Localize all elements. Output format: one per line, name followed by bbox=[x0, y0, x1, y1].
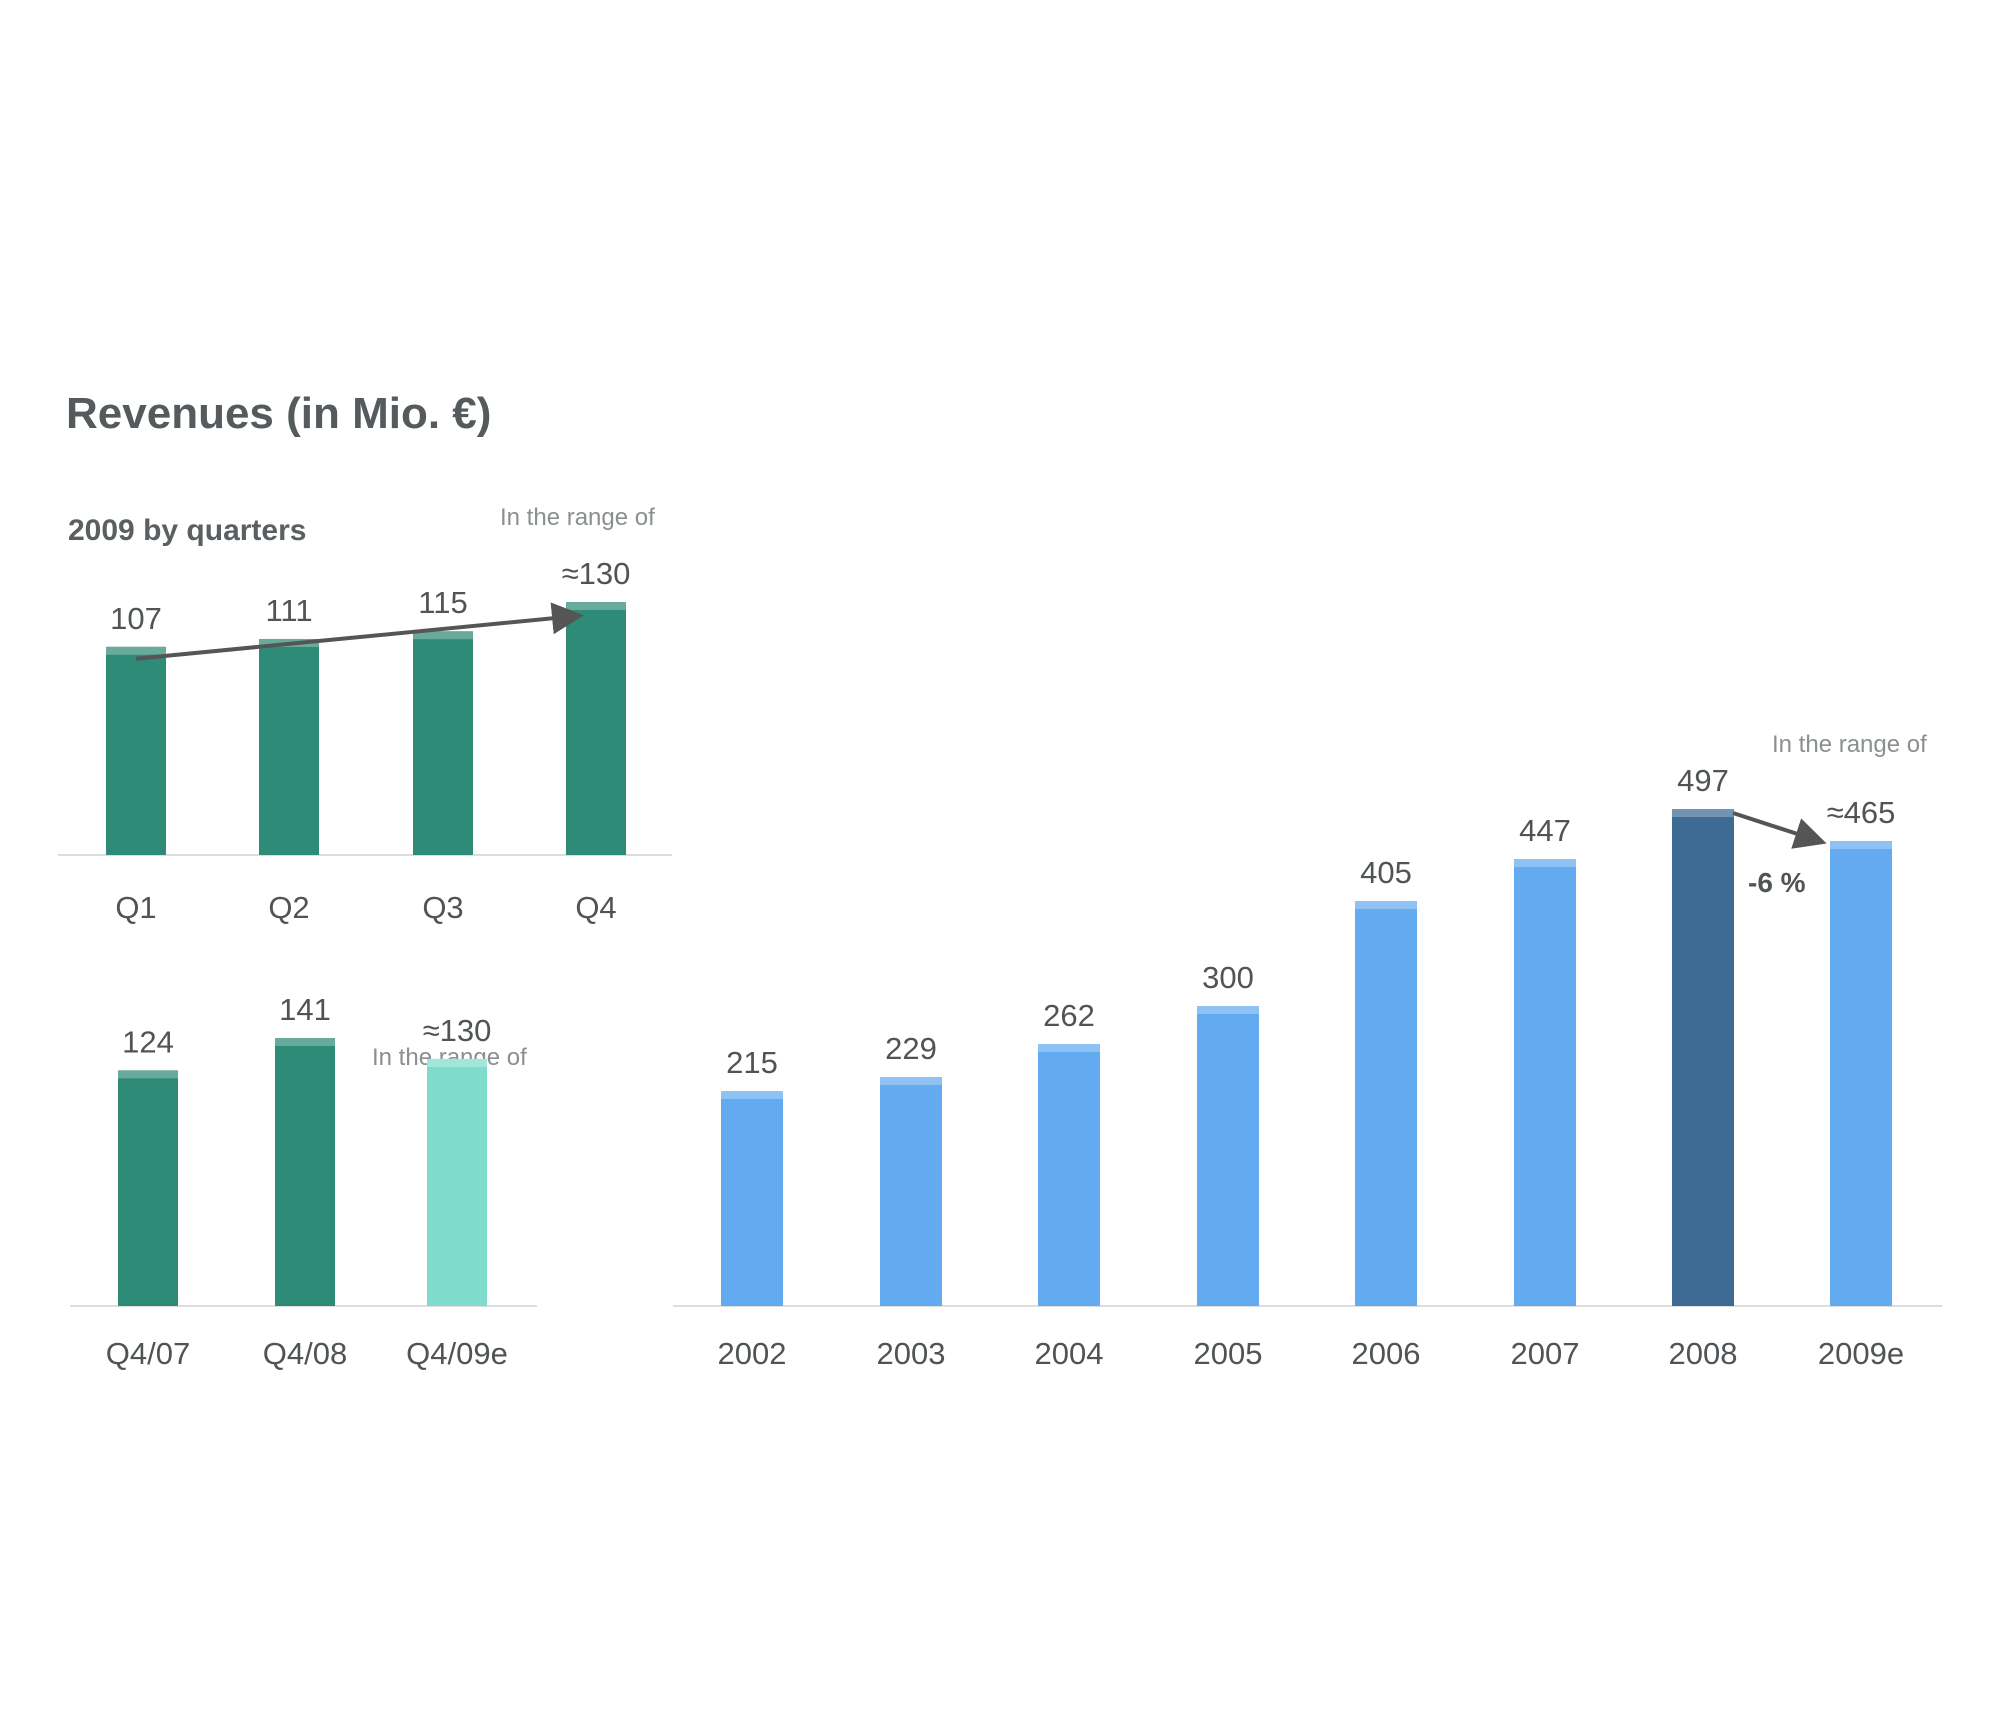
bar-q4-07 bbox=[118, 1070, 178, 1306]
bar-q2 bbox=[259, 638, 319, 855]
value-label-q4-08: 141 bbox=[279, 992, 331, 1027]
tick-label-q4-09e: Q4/09e bbox=[406, 1336, 508, 1371]
bar-cap-2008 bbox=[1672, 809, 1734, 817]
value-label-2002: 215 bbox=[726, 1045, 778, 1080]
quarterly-subtitle: 2009 by quarters bbox=[68, 514, 306, 547]
value-label-2009e: ≈465 bbox=[1827, 795, 1896, 830]
annual-annotation: In the range of bbox=[1772, 731, 1927, 758]
tick-label-q4-07: Q4/07 bbox=[106, 1336, 190, 1371]
bar-cap-2005 bbox=[1197, 1006, 1259, 1014]
tick-label-2006: 2006 bbox=[1352, 1336, 1421, 1371]
tick-label-2002: 2002 bbox=[718, 1336, 787, 1371]
bar-q4-09e bbox=[427, 1058, 487, 1306]
bar-cap-q4 bbox=[566, 602, 626, 610]
bar-cap-2002 bbox=[721, 1091, 783, 1099]
tick-label-2004: 2004 bbox=[1035, 1336, 1104, 1371]
bar-cap-2007 bbox=[1514, 859, 1576, 867]
bar-cap-2006 bbox=[1355, 901, 1417, 909]
value-label-q4-09e: ≈130 bbox=[423, 1013, 492, 1048]
bar-2008 bbox=[1672, 809, 1734, 1306]
value-label-q1: 107 bbox=[110, 601, 162, 636]
plot-layer: 107 Q1 111 Q2 115 Q3 ≈130 Q4 124 Q4/07 141 Q4/08 ≈13… bbox=[58, 556, 1942, 1371]
bar-cap-q3 bbox=[413, 631, 473, 640]
value-label-q4: ≈130 bbox=[562, 556, 631, 591]
tick-label-q2: Q2 bbox=[268, 890, 309, 925]
value-label-2004: 262 bbox=[1043, 998, 1095, 1033]
bar-q4 bbox=[566, 602, 626, 855]
bar-cap-q1 bbox=[106, 646, 166, 655]
bar-cap-2003 bbox=[880, 1077, 942, 1085]
bar-q1 bbox=[106, 646, 166, 855]
bar-cap-2009e bbox=[1830, 841, 1892, 849]
value-label-2006: 405 bbox=[1360, 855, 1412, 890]
bar-cap-q4-08 bbox=[275, 1038, 335, 1046]
bar-cap-q4-09e bbox=[427, 1058, 487, 1067]
annual-trend-arrow bbox=[1732, 811, 1827, 849]
tick-label-q4-08: Q4/08 bbox=[263, 1336, 347, 1371]
bar-2009e bbox=[1830, 841, 1892, 1306]
bar-2003 bbox=[880, 1077, 942, 1306]
tick-label-q3: Q3 bbox=[422, 890, 463, 925]
value-label-2008: 497 bbox=[1677, 763, 1729, 798]
bar-q4-08 bbox=[275, 1038, 335, 1306]
tick-label-2009e: 2009e bbox=[1818, 1336, 1904, 1371]
tick-label-2003: 2003 bbox=[877, 1336, 946, 1371]
chart-title: Revenues (in Mio. €) bbox=[66, 389, 491, 438]
tick-label-q4: Q4 bbox=[575, 890, 616, 925]
bar-2002 bbox=[721, 1091, 783, 1306]
value-label-q3: 115 bbox=[418, 585, 467, 620]
quarterly-trend-arrow bbox=[135, 602, 584, 661]
bar-cap-q4-07 bbox=[118, 1070, 178, 1079]
bar-cap-2004 bbox=[1038, 1044, 1100, 1052]
value-label-2003: 229 bbox=[885, 1031, 937, 1066]
value-label-2007: 447 bbox=[1519, 813, 1571, 848]
bar-2005 bbox=[1197, 1006, 1259, 1306]
value-label-q4-07: 124 bbox=[122, 1024, 174, 1059]
tick-label-2005: 2005 bbox=[1194, 1336, 1263, 1371]
value-label-q2: 111 bbox=[265, 593, 312, 628]
bar-2006 bbox=[1355, 901, 1417, 1306]
value-label-2005: 300 bbox=[1202, 960, 1254, 995]
tick-label-q1: Q1 bbox=[115, 890, 156, 925]
bar-2007 bbox=[1514, 859, 1576, 1306]
tick-label-2008: 2008 bbox=[1669, 1336, 1738, 1371]
annual-change-label: -6 % bbox=[1748, 867, 1806, 898]
tick-label-2007: 2007 bbox=[1511, 1336, 1580, 1371]
bar-2004 bbox=[1038, 1044, 1100, 1306]
quarterly-annotation: In the range of bbox=[500, 504, 655, 531]
bar-q3 bbox=[413, 631, 473, 855]
